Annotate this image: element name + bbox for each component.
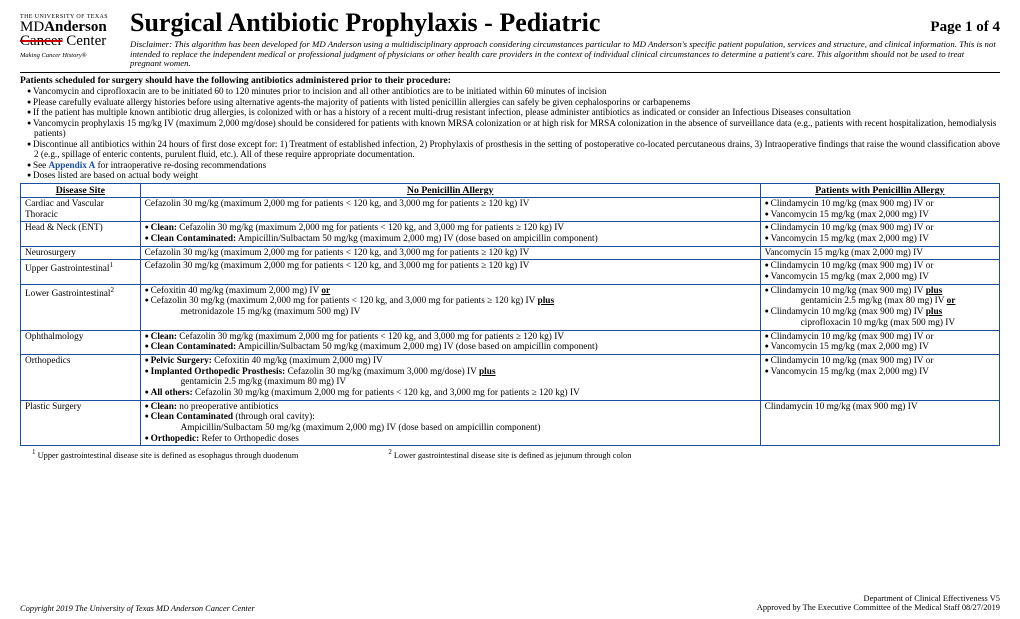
table-row: Upper Gastrointestinal1Cefazolin 30 mg/k… — [21, 260, 1000, 284]
page-title: Surgical Antibiotic Prophylaxis - Pediat… — [130, 8, 600, 38]
cell-no-penicillin: Pelvic Surgery: Cefoxitin 40 mg/kg (maxi… — [140, 354, 760, 400]
cell-no-penicillin: Clean: Cefazolin 30 mg/kg (maximum 2,000… — [140, 222, 760, 246]
col-no-penicillin-allergy: No Penicillin Allergy — [140, 183, 760, 197]
title-block: Surgical Antibiotic Prophylaxis - Pediat… — [130, 8, 1000, 69]
table-row: Lower Gastrointestinal2Cefoxitin 40 mg/k… — [21, 284, 1000, 330]
cell-no-penicillin: Cefazolin 30 mg/kg (maximum 2,000 mg for… — [140, 197, 760, 221]
cell-disease-site: Lower Gastrointestinal2 — [21, 284, 141, 330]
cell-penicillin-allergy: Clindamycin 10 mg/kg (max 900 mg) IV orV… — [760, 354, 999, 400]
page-number: Page 1 of 4 — [930, 19, 1000, 36]
title-row: Surgical Antibiotic Prophylaxis - Pediat… — [130, 8, 1000, 38]
cell-disease-site: Orthopedics — [21, 354, 141, 400]
cell-penicillin-allergy: Clindamycin 10 mg/kg (max 900 mg) IV — [760, 400, 999, 446]
cell-no-penicillin: Cefazolin 30 mg/kg (maximum 2,000 mg for… — [140, 260, 760, 284]
table-row: OphthalmologyClean: Cefazolin 30 mg/kg (… — [21, 330, 1000, 354]
footer: Copyright 2019 The University of Texas M… — [20, 594, 1000, 613]
cell-disease-site: Plastic Surgery — [21, 400, 141, 446]
footer-right: Department of Clinical Effectiveness V5 … — [757, 594, 1000, 613]
cell-penicillin-allergy: Clindamycin 10 mg/kg (max 900 mg) IV orV… — [760, 260, 999, 284]
cell-penicillin-allergy: Clindamycin 10 mg/kg (max 900 mg) IV orV… — [760, 197, 999, 221]
mdacc-logo: THE UNIVERSITY OF TEXAS MDAnderson Cance… — [20, 8, 120, 59]
cell-no-penicillin: Cefazolin 30 mg/kg (maximum 2,000 mg for… — [140, 246, 760, 260]
table-header-row: Disease Site No Penicillin Allergy Patie… — [21, 183, 1000, 197]
cell-penicillin-allergy: Clindamycin 10 mg/kg (max 900 mg) IV plu… — [760, 284, 999, 330]
footnote-1: 1 Upper gastrointestinal disease site is… — [32, 448, 298, 460]
col-penicillin-allergy: Patients with Penicillin Allergy — [760, 183, 999, 197]
cell-no-penicillin: Clean: no preoperative antibioticsClean … — [140, 400, 760, 446]
preamble-appendix: See Appendix A for intraoperative re-dos… — [20, 160, 1000, 170]
preamble-box: Patients scheduled for surgery should ha… — [20, 76, 1000, 181]
footer-copyright: Copyright 2019 The University of Texas M… — [20, 604, 255, 613]
footnote-2: 2 Lower gastrointestinal disease site is… — [388, 448, 631, 460]
table-row: Cardiac and Vascular ThoracicCefazolin 3… — [21, 197, 1000, 221]
footnotes: 1 Upper gastrointestinal disease site is… — [20, 448, 1000, 460]
page: THE UNIVERSITY OF TEXAS MDAnderson Cance… — [0, 0, 1020, 619]
cell-no-penicillin: Clean: Cefazolin 30 mg/kg (maximum 2,000… — [140, 330, 760, 354]
cell-penicillin-allergy: Clindamycin 10 mg/kg (max 900 mg) IV orV… — [760, 330, 999, 354]
disclaimer: Disclaimer: This algorithm has been deve… — [130, 40, 1000, 69]
preamble-item: Please carefully evaluate allergy histor… — [20, 97, 1000, 107]
cell-disease-site: Ophthalmology — [21, 330, 141, 354]
logo-tagline: Making Cancer History® — [20, 52, 120, 59]
cell-penicillin-allergy: Vancomycin 15 mg/kg (max 2,000 mg) IV — [760, 246, 999, 260]
table-row: Plastic SurgeryClean: no preoperative an… — [21, 400, 1000, 446]
divider — [20, 72, 1000, 73]
dosage-table: Disease Site No Penicillin Allergy Patie… — [20, 183, 1000, 447]
appendix-link[interactable]: Appendix A — [49, 160, 96, 170]
preamble-item: If the patient has multiple known antibi… — [20, 107, 1000, 117]
preamble-item: Doses listed are based on actual body we… — [20, 170, 1000, 180]
cell-no-penicillin: Cefoxitin 40 mg/kg (maximum 2,000 mg) IV… — [140, 284, 760, 330]
table-row: OrthopedicsPelvic Surgery: Cefoxitin 40 … — [21, 354, 1000, 400]
cell-disease-site: Neurosurgery — [21, 246, 141, 260]
footer-dept: Department of Clinical Effectiveness V5 — [757, 594, 1000, 604]
table-row: Head & Neck (ENT)Clean: Cefazolin 30 mg/… — [21, 222, 1000, 246]
preamble-item: Vancomycin and ciprofloxacin are to be i… — [20, 86, 1000, 96]
cell-penicillin-allergy: Clindamycin 10 mg/kg (max 900 mg) IV orV… — [760, 222, 999, 246]
cell-disease-site: Cardiac and Vascular Thoracic — [21, 197, 141, 221]
cell-disease-site: Head & Neck (ENT) — [21, 222, 141, 246]
cell-disease-site: Upper Gastrointestinal1 — [21, 260, 141, 284]
logo-line1: MDAnderson — [20, 20, 120, 34]
table-row: NeurosurgeryCefazolin 30 mg/kg (maximum … — [21, 246, 1000, 260]
footer-approved: Approved by The Executive Committee of t… — [757, 603, 1000, 613]
header: THE UNIVERSITY OF TEXAS MDAnderson Cance… — [20, 8, 1000, 69]
preamble-lead: Patients scheduled for surgery should ha… — [20, 76, 1000, 87]
preamble-item: Vancomycin prophylaxis 15 mg/kg IV (maxi… — [20, 118, 1000, 139]
logo-line2: Cancer Center — [20, 34, 120, 48]
col-disease-site: Disease Site — [21, 183, 141, 197]
preamble-list: Vancomycin and ciprofloxacin are to be i… — [20, 86, 1000, 180]
preamble-item: Discontinue all antibiotics within 24 ho… — [20, 139, 1000, 160]
